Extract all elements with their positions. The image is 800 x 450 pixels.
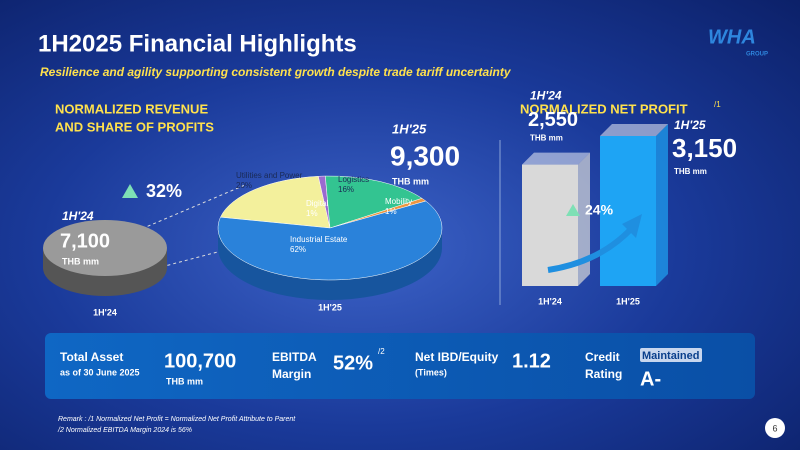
period: 1H'24 xyxy=(530,89,562,103)
pie-slice xyxy=(217,200,443,281)
summary-unit: THB mm xyxy=(166,376,203,386)
section-title: AND SHARE OF PROFITS xyxy=(55,119,214,134)
slice-value: 1% xyxy=(385,207,397,216)
slice-label: Utilities and Power xyxy=(236,171,303,180)
badge xyxy=(640,348,702,362)
up-arrow xyxy=(122,184,138,198)
page-badge xyxy=(765,418,785,438)
value-label: 2,550 xyxy=(528,109,578,131)
period: 1H'25 xyxy=(392,121,427,136)
disk-top xyxy=(43,220,167,276)
slice-label: Logistics xyxy=(338,175,369,184)
summary-value: 1.12 xyxy=(512,350,551,372)
pie-label: 1H'25 xyxy=(318,302,342,312)
slice-label: Digital xyxy=(306,199,328,208)
unit: THB mm xyxy=(392,176,429,186)
page-number: 6 xyxy=(772,423,777,433)
slice-value: 1% xyxy=(306,209,318,218)
period: 1H'25 xyxy=(674,118,706,132)
bar-top xyxy=(600,124,668,136)
title-note: /1 xyxy=(714,100,721,109)
bar-side xyxy=(578,152,590,286)
unit: THB mm xyxy=(62,256,99,266)
summary-panel xyxy=(45,333,755,399)
section-title: NORMALIZED NET PROFIT xyxy=(520,101,688,116)
total: 9,300 xyxy=(390,140,460,171)
disk-label: 1H'24 xyxy=(93,307,117,317)
slice-value: 16% xyxy=(338,185,354,194)
bar-top xyxy=(522,152,590,165)
bar xyxy=(600,136,656,286)
remark: /2 Normalized EBITDA Margin 2024 is 56% xyxy=(57,427,192,434)
logo-sub: GROUP xyxy=(746,52,768,58)
summary-label: Credit xyxy=(585,350,620,364)
title: 1H2025 Financial Highlights xyxy=(38,30,357,57)
slice-label: Industrial Estate xyxy=(290,235,348,244)
growth: 24% xyxy=(585,202,614,218)
summary-label: Margin xyxy=(272,367,311,381)
up-arrow xyxy=(566,204,580,216)
summary-sublabel: as of 30 June 2025 xyxy=(60,367,140,377)
growth-arrowhead xyxy=(622,214,642,238)
subtitle: Resilience and agility supporting consis… xyxy=(40,65,512,79)
growth-arrow xyxy=(547,225,635,273)
section-title: NORMALIZED REVENUE xyxy=(55,101,208,116)
period: 1H'24 xyxy=(62,209,94,223)
bar-side xyxy=(656,124,668,286)
summary-label: Net IBD/Equity xyxy=(415,350,499,364)
slice-value: 62% xyxy=(290,245,306,254)
total: 7,100 xyxy=(60,230,110,252)
unit: THB mm xyxy=(674,167,707,176)
remark: Remark : /1 Normalized Net Profit = Norm… xyxy=(58,416,296,423)
summary-label: EBITDA xyxy=(272,350,317,364)
summary-value: 100,700 xyxy=(164,350,236,372)
x-tick-label: 1H'25 xyxy=(616,296,640,306)
summary-value: A- xyxy=(640,368,661,390)
connector xyxy=(119,184,246,239)
summary-status: Maintained xyxy=(642,350,699,362)
slice-value: 20% xyxy=(236,181,252,190)
summary-label: Total Asset xyxy=(60,350,123,364)
value-label: 3,150 xyxy=(672,133,737,163)
growth: 32% xyxy=(146,181,182,201)
summary-note: /2 xyxy=(378,347,385,356)
summary-label: Rating xyxy=(585,367,622,381)
pie-slice xyxy=(325,175,423,229)
summary-value: 52% xyxy=(333,352,373,374)
summary-sublabel: (Times) xyxy=(415,367,447,377)
pie-slice xyxy=(220,176,331,229)
x-tick-label: 1H'24 xyxy=(538,296,562,306)
slice-label: Mobility xyxy=(385,197,412,206)
logo: WHA xyxy=(708,26,756,48)
unit: THB mm xyxy=(530,134,563,143)
